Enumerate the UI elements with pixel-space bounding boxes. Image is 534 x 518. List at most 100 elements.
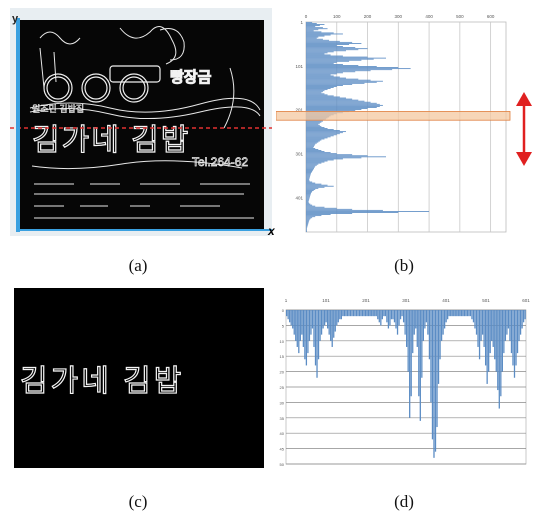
bar-b (306, 137, 328, 139)
bar-d (325, 310, 327, 323)
bar-b (306, 32, 334, 34)
bar-b (306, 74, 331, 76)
bar-b (306, 198, 310, 200)
x-axis-label: x (268, 224, 275, 238)
x-tick-label-b: 100 (333, 14, 341, 19)
bar-d (419, 310, 421, 421)
bar-d (418, 310, 420, 397)
bar-b (306, 28, 328, 30)
bar-b (306, 173, 311, 175)
bar-b (306, 81, 377, 83)
bar-b (306, 97, 346, 99)
x-tick-label-d: 501 (482, 298, 490, 303)
x-tick-label-d: 201 (362, 298, 370, 303)
bar-d (358, 310, 361, 317)
bar-b (306, 229, 307, 231)
bar-d (334, 310, 336, 332)
bar-b (306, 33, 343, 35)
panel-a: 빵장금 원조민 김밥집 김가네 김밥 Tel.264-62 y x (10, 8, 275, 238)
bar-b (306, 134, 337, 136)
bar-b (306, 90, 325, 92)
bar-d (305, 310, 308, 366)
bar-b (306, 87, 334, 88)
bar-b (306, 29, 319, 31)
bar-d (292, 310, 294, 329)
bar-b (306, 22, 313, 23)
bar-b (306, 98, 353, 100)
bar-d (495, 310, 497, 372)
bar-b (306, 146, 314, 148)
panel-c-image: 김가네 김밥 (14, 288, 264, 468)
bar-b (306, 161, 325, 163)
bar-d (445, 310, 447, 323)
bar-d (345, 310, 347, 317)
bar-b (306, 193, 311, 194)
y-tick-label-d: 10 (280, 339, 285, 344)
bar-d (484, 310, 487, 366)
bar-d (401, 310, 403, 317)
bar-b (306, 122, 320, 124)
bar-b (306, 208, 353, 210)
bar-b (306, 212, 399, 213)
bar-b (306, 178, 310, 180)
bar-d (311, 310, 314, 329)
bar-d (489, 310, 491, 354)
bar-b (306, 213, 353, 214)
bar-b (306, 135, 334, 137)
bar-b (306, 128, 328, 129)
bar-d (483, 310, 485, 347)
bar-b (306, 155, 368, 157)
bar-b (306, 77, 346, 79)
bar-d (501, 310, 503, 372)
bar-d (352, 310, 355, 317)
bar-d (290, 310, 292, 326)
bar-b (306, 222, 309, 224)
bar-d (463, 310, 466, 317)
bar-b (306, 44, 350, 45)
bar-d (314, 310, 317, 366)
bar-d (302, 310, 304, 347)
bar-d (477, 310, 479, 347)
bar-b (306, 165, 316, 167)
bar-b (306, 219, 310, 221)
bar-b (306, 184, 328, 186)
range-arrow (516, 92, 532, 166)
bar-b (306, 194, 311, 196)
bar-b (306, 107, 377, 108)
bar-d (366, 310, 368, 317)
bar-b (306, 226, 308, 228)
x-tick-label-b: 500 (456, 14, 464, 19)
bar-b (306, 75, 334, 77)
bar-d (389, 310, 391, 326)
bar-b (306, 56, 368, 58)
x-tick-label-b: 200 (364, 14, 372, 19)
bar-d (383, 310, 385, 317)
bar-b (306, 170, 313, 171)
bar-d (380, 310, 382, 326)
bar-b (306, 26, 316, 28)
bar-b (306, 67, 399, 68)
bar-d (443, 310, 446, 329)
y-tick-label-b: 1 (300, 20, 303, 25)
bar-d (319, 310, 321, 341)
bar-d (293, 310, 295, 335)
bar-d (427, 310, 429, 335)
bar-b (306, 152, 331, 154)
bar-d (480, 310, 482, 341)
extracted-text: 김가네 김밥 (20, 365, 184, 398)
bar-d (500, 310, 502, 397)
bar-b (306, 174, 311, 176)
bar-d (355, 310, 358, 317)
bar-b (306, 127, 325, 128)
bar-d (472, 310, 475, 323)
bar-b (306, 46, 343, 47)
bar-b (306, 192, 312, 193)
bar-d (521, 310, 523, 329)
bar-d (395, 310, 397, 329)
y-axis-label: y (12, 13, 19, 25)
bar-b (306, 140, 320, 142)
bar-b (306, 31, 322, 33)
bar-b (306, 150, 322, 151)
bar-d (522, 310, 525, 323)
bar-d (524, 310, 526, 320)
